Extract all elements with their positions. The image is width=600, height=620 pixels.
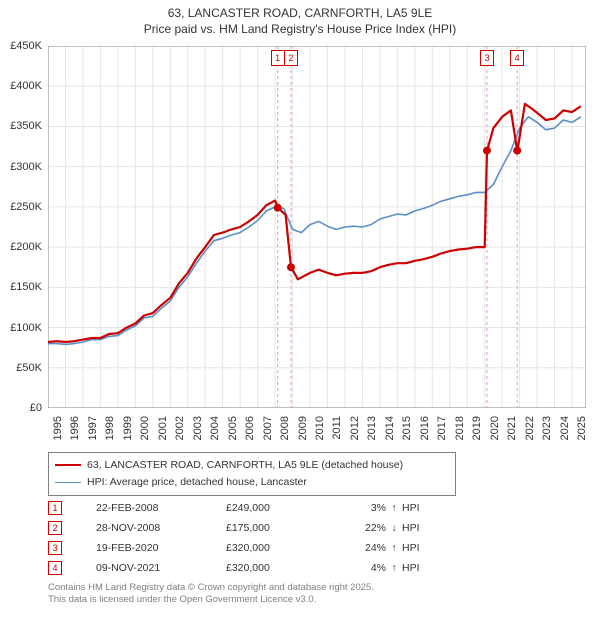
x-tick-label: 2022 [524, 416, 536, 440]
x-tick-label: 1995 [52, 416, 64, 440]
x-tick-label: 2023 [541, 416, 553, 440]
x-tick-label: 2017 [436, 416, 448, 440]
x-tick-label: 1997 [87, 416, 99, 440]
x-tick-label: 2000 [139, 416, 151, 440]
y-tick-label: £300K [10, 161, 42, 173]
sale-date: 28-NOV-2008 [96, 522, 226, 534]
sale-date: 22-FEB-2008 [96, 502, 226, 514]
sale-pct: 3% [336, 502, 386, 514]
sale-price: £175,000 [226, 522, 336, 534]
legend: 63, LANCASTER ROAD, CARNFORTH, LA5 9LE (… [48, 452, 456, 496]
sale-row-marker: 2 [48, 521, 62, 535]
y-tick-label: £0 [30, 402, 42, 414]
x-tick-label: 2021 [506, 416, 518, 440]
sale-row-marker: 4 [48, 561, 62, 575]
chart-svg [48, 46, 586, 408]
sale-hpi-label: HPI [402, 502, 442, 514]
sale-pct: 4% [336, 562, 386, 574]
sale-hpi-label: HPI [402, 562, 442, 574]
sale-arrow-icon: ↑ [386, 542, 402, 554]
chart-title: 63, LANCASTER ROAD, CARNFORTH, LA5 9LE P… [0, 0, 600, 37]
legend-label: HPI: Average price, detached house, Lanc… [87, 474, 307, 491]
x-tick-label: 2004 [209, 416, 221, 440]
x-axis-labels: 1995 1996 1997 1998 1999 2000 2001 2002 2003 2004… [48, 410, 586, 450]
sale-marker-1: 1 [271, 50, 285, 66]
x-tick-label: 2009 [297, 416, 309, 440]
sale-price: £320,000 [226, 542, 336, 554]
x-tick-label: 2024 [559, 416, 571, 440]
footer-line-1: Contains HM Land Registry data © Crown c… [48, 582, 374, 594]
sale-pct: 24% [336, 542, 386, 554]
legend-item: 63, LANCASTER ROAD, CARNFORTH, LA5 9LE (… [55, 457, 449, 474]
legend-label: 63, LANCASTER ROAD, CARNFORTH, LA5 9LE (… [87, 457, 403, 474]
y-tick-label: £50K [16, 362, 42, 374]
x-tick-label: 2018 [454, 416, 466, 440]
sale-row: 4 09-NOV-2021£320,0004%↑HPI [48, 558, 568, 578]
x-tick-label: 2006 [244, 416, 256, 440]
x-tick-label: 2002 [174, 416, 186, 440]
sales-table: 122-FEB-2008£249,0003%↑HPI228-NOV-2008£1… [48, 498, 568, 578]
sale-marker-2: 2 [284, 50, 298, 66]
y-axis-labels: £0£50K£100K£150K£200K£250K£300K£350K£400… [0, 46, 46, 408]
x-tick-label: 2007 [262, 416, 274, 440]
x-tick-label: 2020 [489, 416, 501, 440]
x-tick-label: 2025 [576, 416, 588, 440]
sale-date: 19-FEB-2020 [96, 542, 226, 554]
footer-attribution: Contains HM Land Registry data © Crown c… [48, 582, 374, 607]
x-tick-label: 2001 [157, 416, 169, 440]
y-tick-label: £450K [10, 40, 42, 52]
sale-hpi-label: HPI [402, 522, 442, 534]
y-tick-label: £100K [10, 322, 42, 334]
sale-pct: 22% [336, 522, 386, 534]
footer-line-2: This data is licensed under the Open Gov… [48, 594, 374, 606]
y-tick-label: £200K [10, 241, 42, 253]
sale-arrow-icon: ↑ [386, 502, 402, 514]
x-tick-label: 2005 [227, 416, 239, 440]
title-line-1: 63, LANCASTER ROAD, CARNFORTH, LA5 9LE [0, 6, 600, 22]
x-tick-label: 1996 [69, 416, 81, 440]
sale-row: 1 22-FEB-2008£249,0003%↑HPI [48, 498, 568, 518]
sale-row-marker: 3 [48, 541, 62, 555]
sale-row-marker: 1 [48, 501, 62, 515]
sale-date: 09-NOV-2021 [96, 562, 226, 574]
sale-price: £249,000 [226, 502, 336, 514]
sale-hpi-label: HPI [402, 542, 442, 554]
x-tick-label: 1999 [122, 416, 134, 440]
sale-marker-4: 4 [510, 50, 524, 66]
x-tick-label: 2010 [314, 416, 326, 440]
y-tick-label: £150K [10, 281, 42, 293]
x-tick-label: 2019 [471, 416, 483, 440]
y-tick-label: £400K [10, 80, 42, 92]
sale-marker-3: 3 [480, 50, 494, 66]
x-tick-label: 2015 [401, 416, 413, 440]
y-tick-label: £350K [10, 120, 42, 132]
x-tick-label: 2013 [366, 416, 378, 440]
chart-area: 12 34 [48, 46, 586, 408]
sale-price: £320,000 [226, 562, 336, 574]
legend-item: HPI: Average price, detached house, Lanc… [55, 474, 449, 491]
x-tick-label: 2012 [349, 416, 361, 440]
x-tick-label: 2003 [192, 416, 204, 440]
sale-arrow-icon: ↑ [386, 562, 402, 574]
sale-row: 2 28-NOV-2008£175,00022%↓HPI [48, 518, 568, 538]
title-line-2: Price paid vs. HM Land Registry's House … [0, 22, 600, 38]
x-tick-label: 2014 [384, 416, 396, 440]
legend-swatch [55, 482, 81, 483]
y-tick-label: £250K [10, 201, 42, 213]
legend-swatch [55, 464, 81, 466]
sale-arrow-icon: ↓ [386, 522, 402, 534]
x-tick-label: 2016 [419, 416, 431, 440]
x-tick-label: 1998 [104, 416, 116, 440]
x-tick-label: 2011 [331, 416, 343, 440]
sale-row: 3 19-FEB-2020£320,00024%↑HPI [48, 538, 568, 558]
x-tick-label: 2008 [279, 416, 291, 440]
